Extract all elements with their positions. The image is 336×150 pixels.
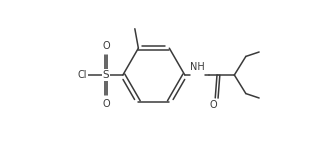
Text: O: O xyxy=(210,100,217,110)
Text: NH: NH xyxy=(190,62,205,72)
Text: O: O xyxy=(102,41,110,51)
Text: S: S xyxy=(103,70,110,80)
Text: O: O xyxy=(102,99,110,109)
Text: Cl: Cl xyxy=(78,70,87,80)
